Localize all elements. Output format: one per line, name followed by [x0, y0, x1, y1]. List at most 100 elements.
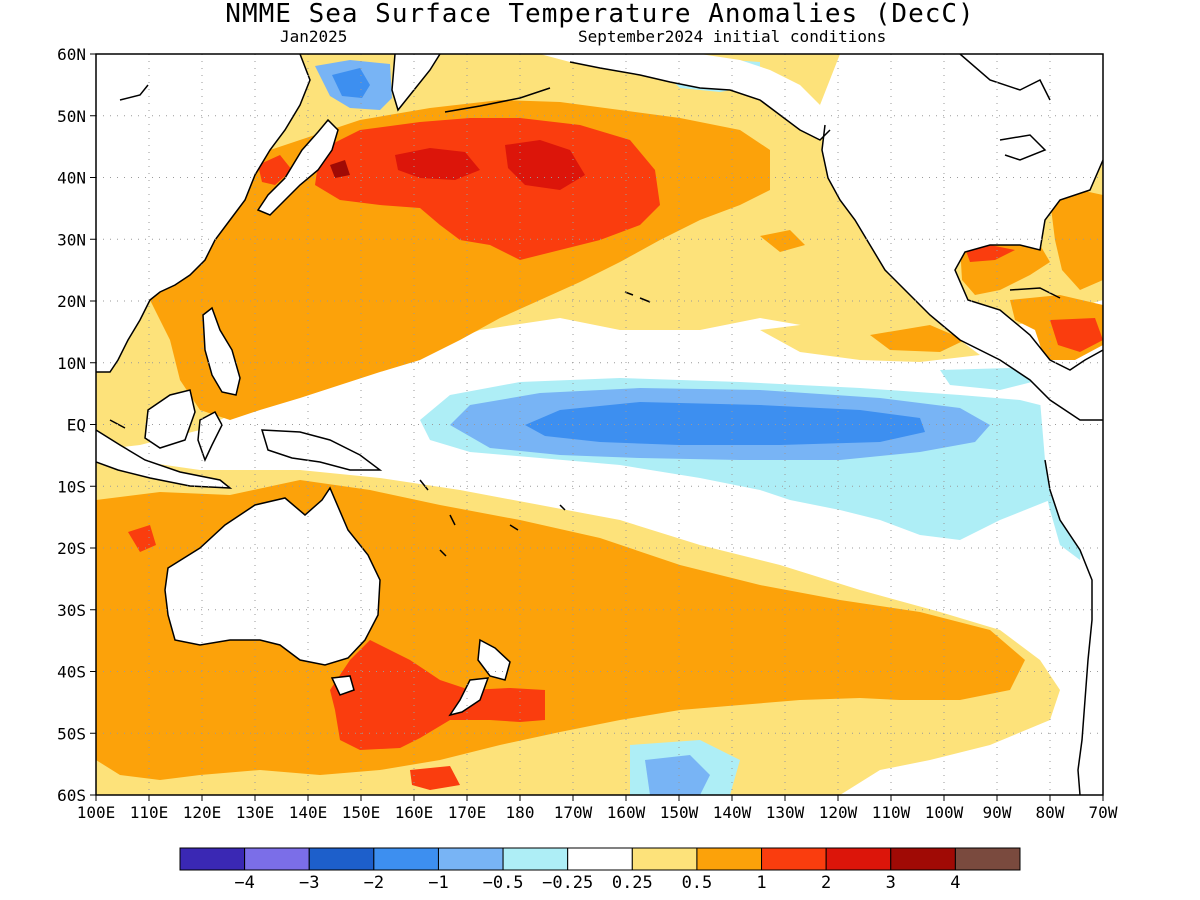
colorbar-swatch — [308, 847, 375, 871]
lon-label: 120E — [183, 803, 222, 822]
colorbar-swatch — [954, 847, 1021, 871]
colorbar-swatch — [244, 847, 310, 871]
colorbar-swatch — [437, 847, 504, 871]
very-warm-anomaly-regions — [128, 118, 1103, 790]
land-alaska — [540, 54, 830, 140]
colorbar-swatch — [825, 847, 892, 871]
very-warm-south-of-tasmania — [410, 766, 460, 790]
colorbar-labels: −4 −3 −2 −1 −0.5 −0.25 0.25 0.5 1 2 3 4 — [234, 873, 960, 893]
lat-label: 50N — [57, 107, 86, 126]
axis-ticks — [90, 53, 1104, 801]
lon-label: 120W — [819, 803, 858, 822]
lat-label: 30N — [57, 230, 86, 249]
colorbar-swatch — [502, 847, 569, 871]
colorbar-label: 1 — [756, 873, 766, 893]
land-sumatra-java — [96, 430, 230, 488]
land-new-guinea — [262, 430, 380, 470]
colorbar-label: −3 — [299, 873, 319, 893]
coast-tasmania — [330, 675, 355, 696]
initial-conditions: September2024 initial conditions — [578, 27, 887, 46]
lat-label: 10S — [57, 477, 86, 496]
land-australia — [165, 488, 380, 665]
coast-japan — [256, 118, 339, 216]
lon-label: 170E — [448, 803, 487, 822]
coast-kamchatka — [391, 54, 441, 112]
coast-borneo — [144, 389, 196, 449]
very-warm-indian-ocean — [128, 525, 156, 552]
coast-pacific-islands — [419, 479, 566, 557]
lon-label: 100W — [925, 803, 964, 822]
lon-label: 180 — [506, 803, 535, 822]
lon-label: 70W — [1089, 803, 1118, 822]
lat-label: 60N — [57, 45, 86, 64]
lat-label: 20S — [57, 539, 86, 558]
coastlines — [96, 54, 1103, 795]
colorbar-swatch — [761, 847, 827, 871]
coast-aleutians — [444, 87, 551, 113]
coast-cuba — [1009, 287, 1061, 299]
land-japan — [258, 120, 338, 215]
coast-new-guinea — [260, 429, 383, 471]
lon-label: 130W — [766, 803, 805, 822]
lat-label: 40N — [57, 169, 86, 188]
colorbar-label: 4 — [950, 873, 960, 893]
land-borneo — [145, 390, 195, 448]
cool-southern-east — [645, 755, 710, 795]
very-warm-caribbean — [1050, 318, 1103, 352]
lon-label: 170W — [554, 803, 593, 822]
very-warm-kuroshio-extension — [315, 118, 660, 260]
lon-label: 140W — [713, 803, 752, 822]
lat-label: 60S — [57, 786, 86, 805]
lon-label: 100E — [77, 803, 116, 822]
chart-title: NMME Sea Surface Temperature Anomalies (… — [225, 0, 975, 29]
colorbar-label: 3 — [886, 873, 896, 893]
lon-label: 130E — [236, 803, 275, 822]
weak-cool-east-pacific — [940, 368, 1040, 390]
colorbar-swatch — [567, 847, 633, 871]
coast-new-zealand-north — [477, 638, 511, 681]
colorbar-label: −2 — [364, 873, 384, 893]
coast-south-america — [1044, 459, 1093, 795]
lon-label: 90W — [983, 803, 1012, 822]
latitude-labels: 60N 50N 40N 30N 20N 10N EQ 10S 20S 30S 40S 50S 60S — [57, 45, 86, 805]
lat-label: 10N — [57, 354, 86, 373]
land-south-america — [1040, 400, 1103, 795]
colorbar-label: 2 — [821, 873, 831, 893]
lon-label: 80W — [1036, 803, 1065, 822]
warm-northwest-atlantic — [1050, 190, 1103, 290]
lon-label: 140E — [289, 803, 328, 822]
lon-label: 160E — [395, 803, 434, 822]
coast-sumatra-java — [96, 429, 233, 489]
colorbar-swatch — [373, 847, 439, 871]
lon-label: 160W — [607, 803, 646, 822]
lon-label: 110E — [130, 803, 169, 822]
very-warm-tasman-sea — [330, 640, 545, 750]
warm-hawaii — [760, 230, 805, 252]
lon-label: 110W — [872, 803, 911, 822]
lon-label: 150W — [660, 803, 699, 822]
very-warm-japan-sea — [258, 155, 292, 185]
coast-new-zealand-south — [448, 677, 490, 717]
coast-alaska — [569, 61, 831, 141]
weak-warm-east-tropics — [760, 320, 980, 362]
land-tasmania — [332, 676, 354, 695]
cooler-equatorial-core — [525, 402, 925, 445]
lat-label: 50S — [57, 724, 86, 743]
forecast-month: Jan2025 — [280, 27, 348, 46]
colorbar-label: −0.5 — [483, 873, 524, 893]
hot-japan-coast — [395, 148, 480, 180]
colorbar-swatch — [179, 847, 246, 871]
coast-great-lakes — [999, 134, 1047, 161]
colorbar — [179, 847, 1021, 871]
coast-australia — [164, 486, 381, 666]
coast-asia — [96, 54, 311, 373]
land-kamchatka — [392, 54, 440, 110]
colorbar-swatch — [890, 847, 956, 871]
lat-label: EQ — [67, 416, 86, 435]
colorbar-swatch — [696, 847, 763, 871]
colorbar-label: −1 — [428, 873, 448, 893]
lon-label: 150E — [342, 803, 381, 822]
colorbar-swatch — [631, 847, 698, 871]
coast-sulawesi — [197, 410, 223, 462]
